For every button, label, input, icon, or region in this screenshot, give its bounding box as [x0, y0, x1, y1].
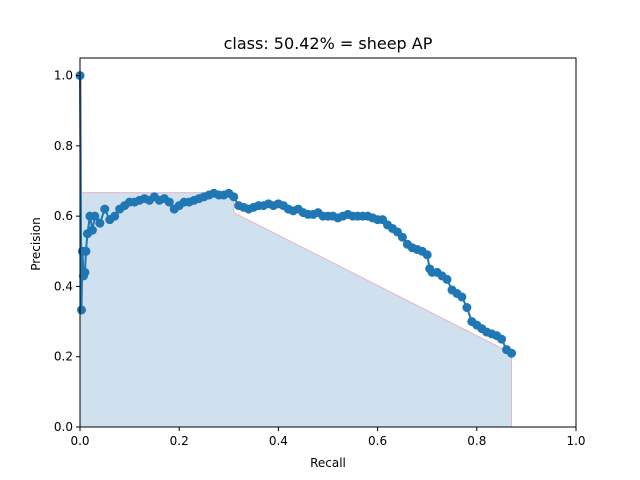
y-tick-label: 0.8	[54, 139, 73, 153]
pr-point	[462, 303, 472, 313]
pr-point	[80, 267, 90, 277]
ap-fill-area	[80, 75, 512, 428]
axes-frame	[79, 57, 577, 428]
pr-point	[442, 274, 452, 284]
x-axis-label: Recall	[310, 456, 346, 470]
x-tick-label: 0.8	[467, 434, 486, 448]
x-tick-label: 0.6	[368, 434, 387, 448]
pr-point	[397, 232, 407, 242]
pr-point	[100, 204, 110, 214]
pr-point	[422, 250, 432, 260]
pr-point	[110, 211, 120, 221]
y-tick-label: 0.4	[54, 279, 73, 293]
y-tick-label: 0.2	[54, 350, 73, 364]
pr-point	[507, 348, 517, 358]
x-tick-label: 1.0	[566, 434, 585, 448]
x-tick-label: 0.0	[70, 434, 89, 448]
pr-point	[90, 211, 100, 221]
pr-point	[229, 192, 239, 202]
x-axis: 0.0 0.2 0.4 0.6 0.8 1.0	[70, 427, 586, 448]
pr-point	[76, 305, 86, 315]
pr-point	[81, 246, 91, 256]
y-tick-label: 0.6	[54, 209, 73, 223]
pr-point	[497, 334, 507, 344]
x-tick-label: 0.4	[269, 434, 288, 448]
y-tick-label: 0.0	[54, 420, 73, 434]
pr-point	[457, 292, 467, 302]
x-tick-label: 0.2	[170, 434, 189, 448]
y-axis-label: Precision	[29, 217, 43, 271]
y-axis: 0.0 0.2 0.4 0.6 0.8 1.0	[54, 69, 80, 434]
chart-title: class: 50.42% = sheep AP	[224, 34, 433, 53]
pr-point	[95, 218, 105, 228]
y-tick-label: 1.0	[54, 69, 73, 83]
pr-point	[87, 225, 97, 235]
pr-point	[164, 197, 174, 207]
plot-area	[75, 57, 577, 428]
precision-recall-points	[75, 71, 517, 358]
